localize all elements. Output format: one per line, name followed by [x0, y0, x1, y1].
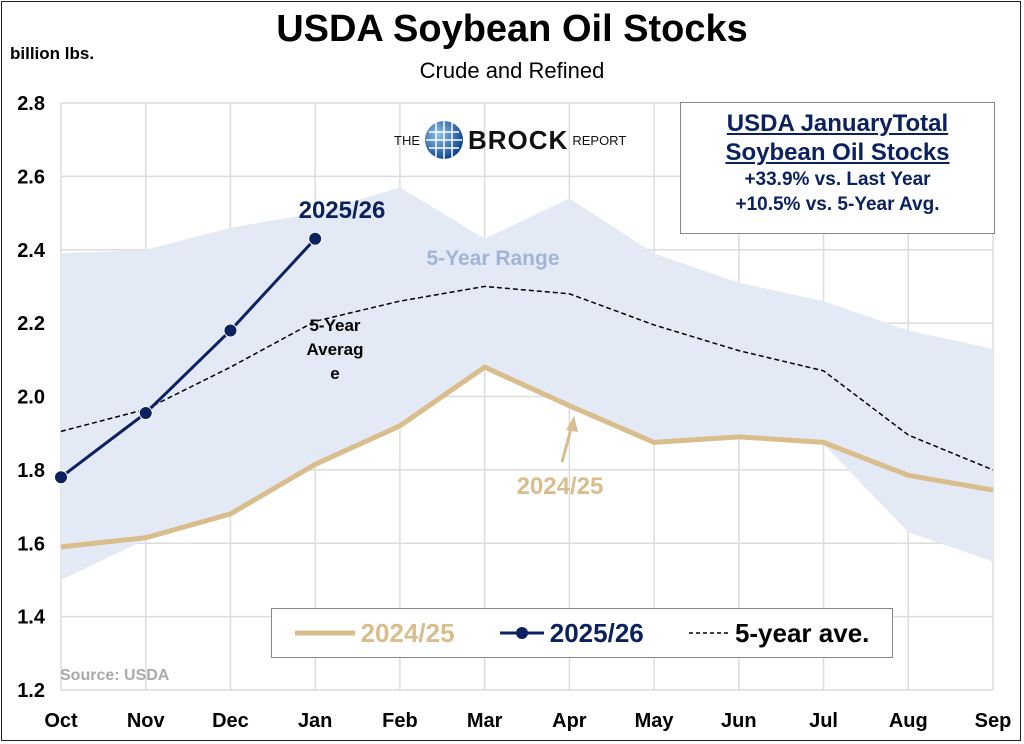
chart-subtitle: Crude and Refined [419, 58, 605, 83]
y-tick-label: 1.4 [17, 607, 46, 629]
legend-item-5yr: 5-year ave. [688, 617, 870, 649]
point-2025-26 [54, 470, 68, 485]
logo-post: REPORT [572, 132, 627, 148]
x-tick-label: Jul [809, 710, 838, 732]
x-tick-label: Sep [975, 710, 1012, 732]
series-line-2025-26 [60, 237, 317, 479]
point-2025-26 [223, 323, 238, 338]
range-label: 5-Year Range [426, 247, 559, 270]
y-tick-label: 1.2 [17, 680, 45, 702]
x-tick-label: Apr [552, 710, 587, 732]
x-tick-label: Aug [889, 710, 928, 732]
y-tick-label: 2.4 [17, 240, 46, 262]
callout-heading-1: USDA JanuaryTotal [726, 110, 949, 137]
arrow-up-icon [566, 416, 578, 432]
chart-title: USDA Soybean Oil Stocks [276, 8, 748, 50]
globe-icon [425, 121, 463, 159]
x-tick-label: May [635, 710, 675, 732]
x-tick-label: Mar [467, 710, 503, 732]
legend-label: 2024/25 [360, 617, 455, 648]
x-tick-label: Jun [721, 710, 757, 732]
annotation-5yr-average: 5-Year Average [306, 316, 364, 383]
legend-label: 2025/26 [549, 617, 644, 648]
legend-item-2024-25: 2024/25 [294, 617, 455, 649]
five-year-range-area [61, 187, 993, 580]
brock-report-logo: THE BROCK REPORT [394, 120, 626, 160]
annotation-2024-25: 2024/25 [517, 473, 604, 500]
x-tick-label: Feb [382, 710, 418, 732]
x-tick-label: Dec [212, 710, 249, 732]
callout-heading-2: Soybean Oil Stocks [725, 139, 950, 166]
y-tick-label: 2.6 [17, 166, 45, 188]
legend-swatch-2025-26 [499, 627, 544, 639]
legend-label: 5-year ave. [734, 617, 870, 648]
y-axis-unit: billion lbs. [10, 44, 95, 63]
legend-swatch-2024-25 [294, 630, 355, 636]
logo-pre: THE [394, 132, 420, 148]
legend-item-2025-26: 2025/26 [499, 617, 644, 649]
x-tick-label: Oct [44, 710, 78, 732]
y-tick-label: 2.8 [17, 93, 45, 115]
point-2025-26 [138, 406, 153, 421]
source-note: Source: USDA [60, 667, 170, 684]
y-tick-label: 2.0 [17, 387, 45, 409]
point-2025-26 [308, 231, 323, 246]
y-tick-label: 1.6 [17, 533, 45, 555]
annotation-arrow-shaft [560, 424, 574, 463]
stats-callout: USDA JanuaryTotal Soybean Oil Stocks +33… [680, 102, 995, 234]
y-tick-label: 2.2 [17, 313, 45, 335]
chart-legend: 2024/25 2025/26 5-year ave. [271, 608, 893, 658]
x-tick-label: Nov [127, 710, 166, 732]
series-line-5yr-avg [60, 285, 994, 471]
y-tick-label: 1.8 [17, 460, 45, 482]
callout-line-2: +10.5% vs. 5-Year Avg. [735, 194, 940, 215]
x-tick-label: Jan [298, 710, 332, 732]
series-line-2024-25 [60, 364, 994, 550]
annotation-2025-26: 2025/26 [299, 197, 386, 224]
callout-line-1: +33.9% vs. Last Year [744, 169, 931, 190]
legend-swatch-5yr [688, 632, 729, 634]
logo-main: BROCK [468, 124, 569, 155]
